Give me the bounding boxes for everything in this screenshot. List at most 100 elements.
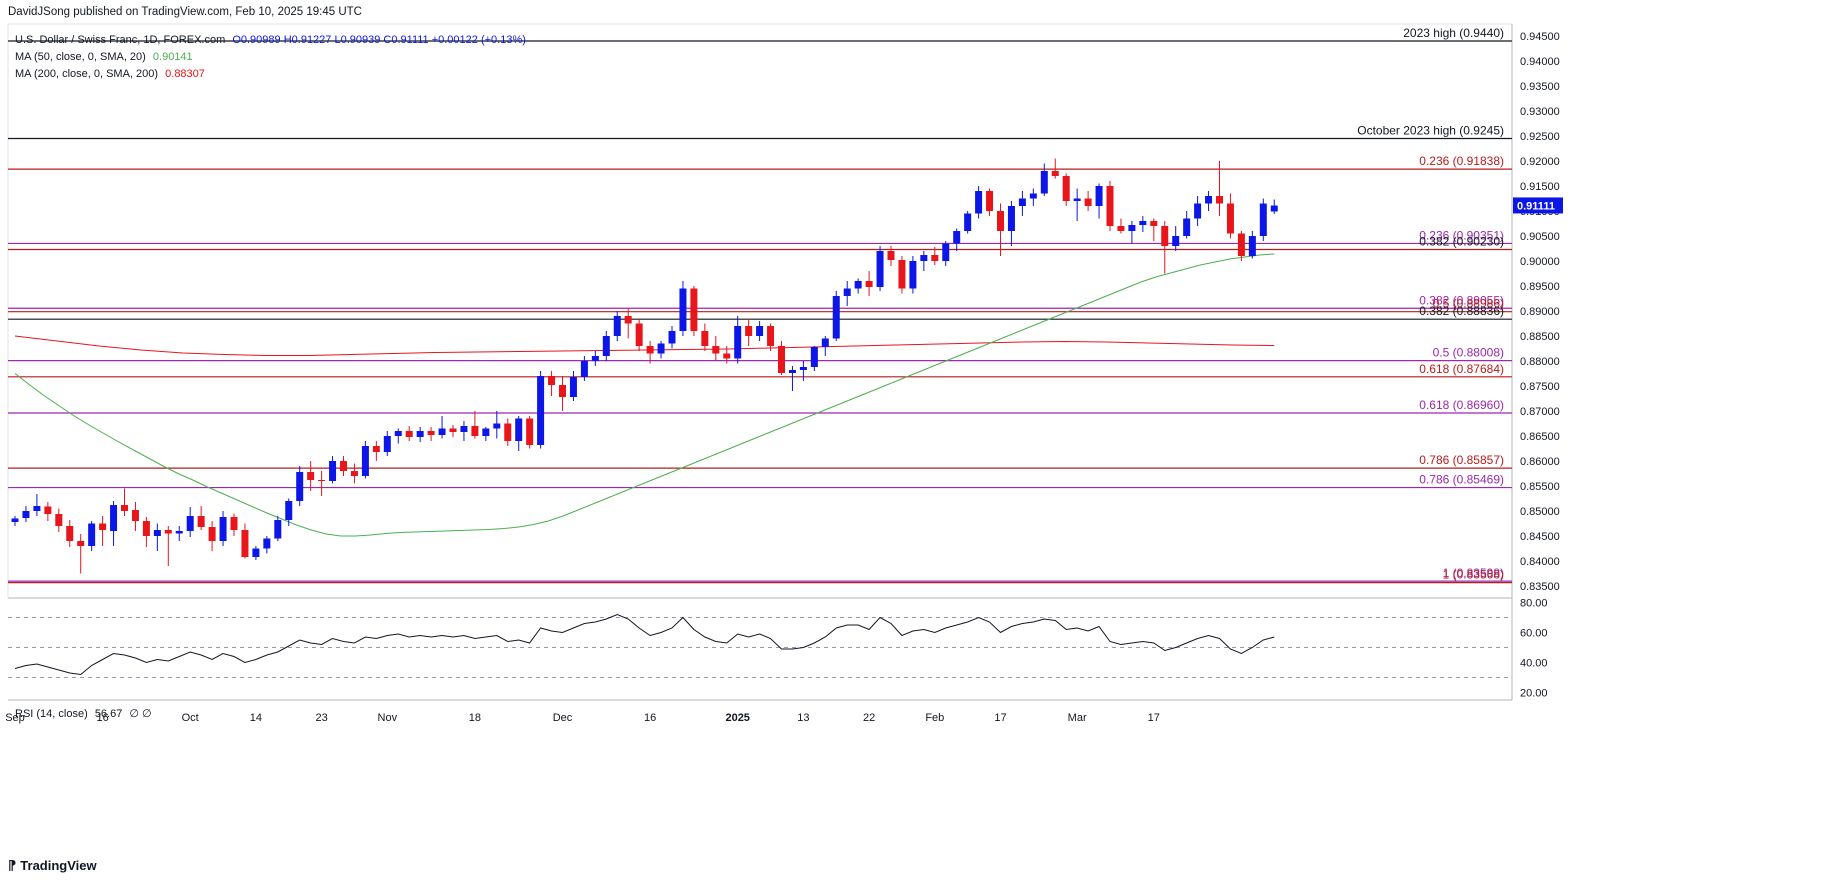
price-axis-tick-label: 0.87500 [1520,381,1560,393]
candle-down [559,376,566,411]
candle-body [482,428,490,436]
price-axis-tick-label: 0.94000 [1520,56,1560,68]
candle-body [756,326,764,336]
candle-down [986,188,994,216]
candle-body [1128,225,1136,231]
candle-body [1259,203,1267,236]
time-axis-tick-label: 13 [797,712,809,724]
candle-body [909,261,917,289]
price-axis-tick-label: 0.91500 [1520,181,1560,193]
candle-up [33,494,41,516]
candle-up [153,523,161,551]
candle-body [350,471,358,476]
candle-up [460,421,468,441]
candle-down [1150,218,1158,241]
candle-down [887,246,895,266]
time-axis: Sep 16 Oct 14 23 Nov 18 Dec 16 2025 13 22 Feb 17 Mar 17 [5,712,1160,724]
candle-body [99,523,107,530]
candle-body [66,526,74,541]
candle-body [219,517,227,541]
candle-up [668,326,676,349]
time-axis-tick-label: 14 [250,712,262,724]
candle-down [1084,191,1092,211]
price-axis-tick-label: 0.89500 [1520,281,1560,293]
candle-up [942,241,950,266]
candle-up [110,501,118,546]
candle-up [975,186,983,219]
level-label: 0.382 (0.90230) [1419,235,1504,249]
time-axis-tick-label: 2025 [725,712,749,724]
candle-body [821,338,829,347]
time-axis-tick-label: Oct [182,712,199,724]
candle-down [931,247,939,265]
candle-body [734,326,742,359]
candle-down [241,523,249,559]
candle-body [77,541,85,546]
candle-body [1139,221,1147,225]
candle-body [887,251,895,260]
candle-up [580,356,588,381]
candle-up [1248,231,1256,259]
level-label: 0.236 (0.91838) [1419,154,1504,168]
price-axis-tick-label: 0.84000 [1520,556,1560,568]
candle-up [329,456,337,484]
rsi-axis-tick-label: 80.00 [1520,598,1548,610]
candle-down [624,308,632,339]
rsi-legend[interactable]: RSI (14, close) 56.67 ∅ ∅ [15,707,152,720]
candle-body [153,530,161,536]
candle-body [110,505,118,531]
candle-body [526,418,534,445]
candle-down [1062,173,1070,206]
candle-up [493,411,501,439]
candle-up [1095,183,1103,219]
candle-body [186,516,194,531]
candle-body [22,511,30,518]
price-axis-tick-label: 0.93000 [1520,106,1560,118]
candle-body [942,243,950,261]
price-axis-tick-label: 0.88000 [1520,356,1560,368]
candle-body [1248,236,1256,256]
candle-down [372,441,380,461]
candle-up [832,291,840,341]
candle-down [44,502,52,521]
candle-up [1029,188,1037,206]
candle-body [778,346,785,373]
candle-down [99,516,107,546]
candle-body [471,426,479,436]
ma50-legend[interactable]: MA (50, close, 0, SMA, 20) 0.90141 [15,51,193,63]
candle-up [854,278,862,294]
candle-body [197,516,205,527]
candle-down [208,521,216,551]
candle-body [602,336,610,356]
price-pane-frame [7,23,1513,599]
candle-up [679,281,687,336]
candle-body [438,428,446,435]
price-axis-tick-label: 0.86000 [1520,456,1560,468]
candle-down [1216,161,1223,216]
candle-down [55,508,63,532]
candle-up [1128,221,1136,244]
candle-body [788,370,796,373]
candle-up [1139,216,1147,232]
candle-up [657,341,665,359]
candle-down [427,427,435,441]
candle-body [515,418,523,441]
candle-body [405,431,413,437]
symbol-name[interactable]: U.S. Dollar / Swiss Franc, 1D, FOREX.com [15,34,226,46]
candle-up [1018,191,1026,216]
candle-up [1172,226,1180,251]
candle-down [197,506,205,530]
candle-down [1051,158,1059,179]
candle-body [1270,205,1278,212]
candle-down [1226,193,1234,239]
candle-body [164,530,172,534]
candle-body [1095,186,1103,206]
tradingview-logo[interactable]: ⁋ TradingView [8,858,97,874]
price-axis-tick-label: 0.84500 [1520,531,1560,543]
candle-up [219,511,227,546]
candle-body [1106,186,1114,226]
ma200-legend[interactable]: MA (200, close, 0, SMA, 200) 0.88307 [15,68,205,80]
candle-down [350,463,358,484]
candle-down [778,341,785,375]
